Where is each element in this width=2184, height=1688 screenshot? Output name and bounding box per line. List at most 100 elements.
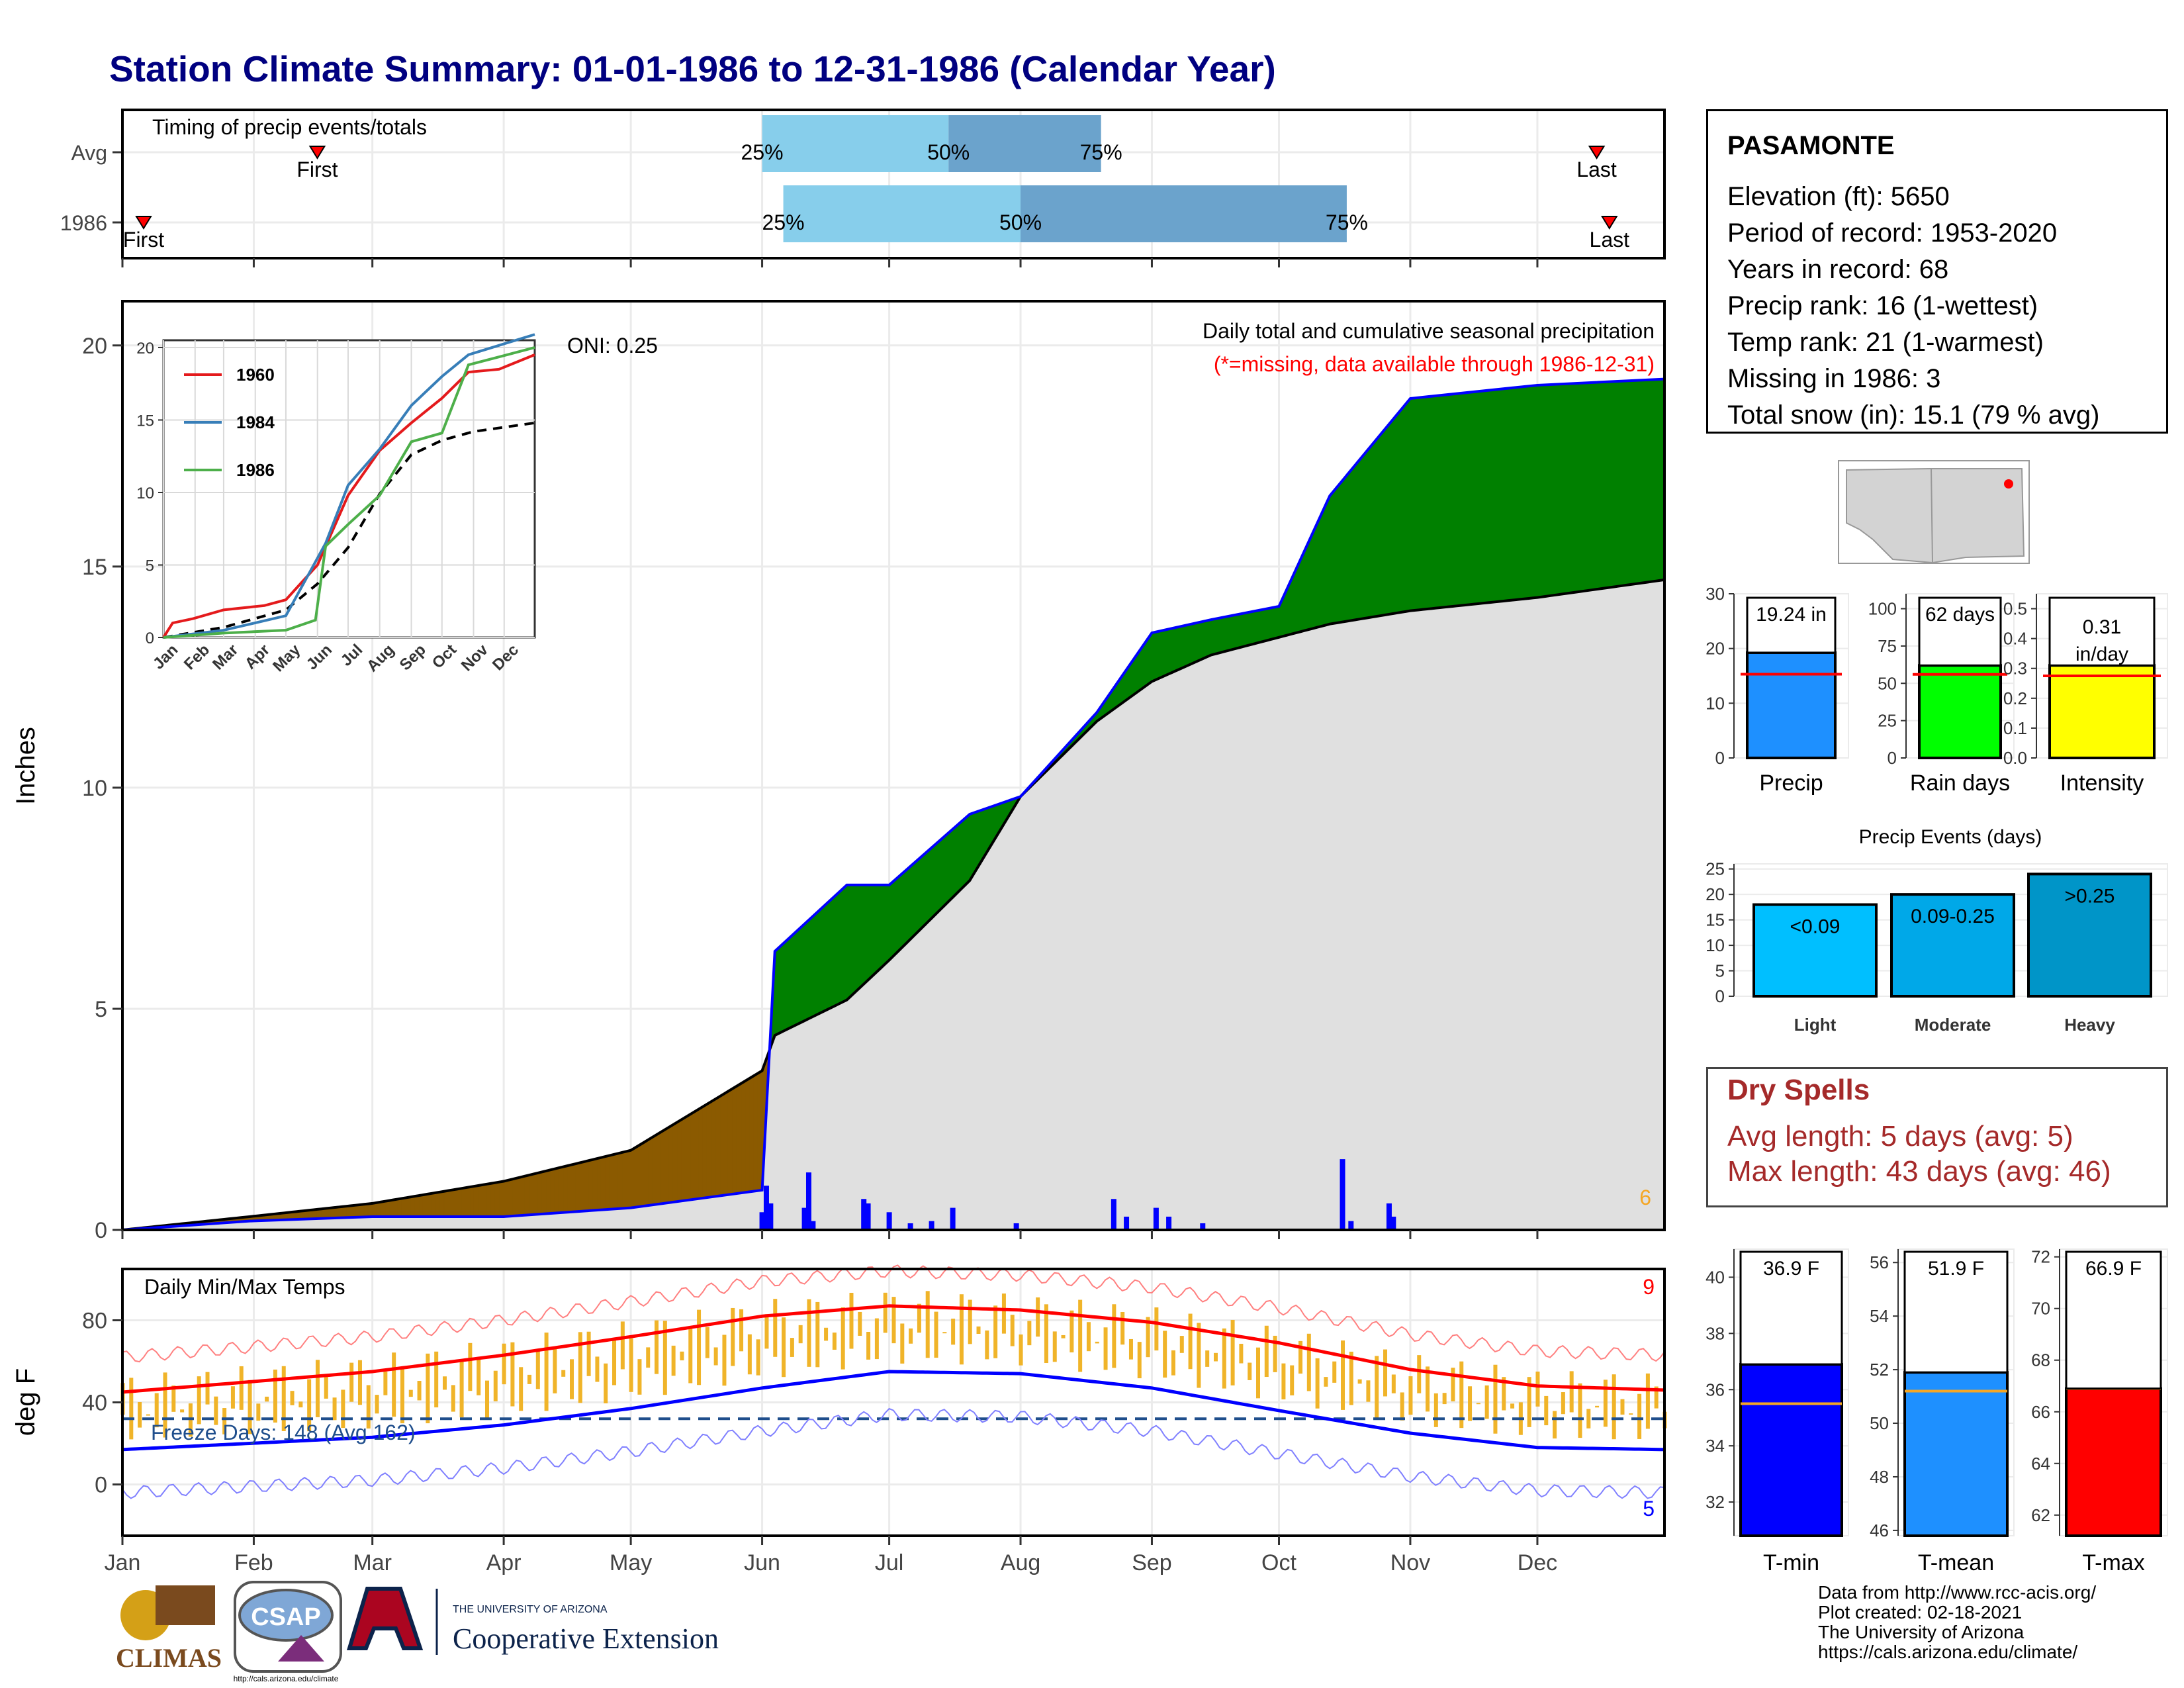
wet-anomaly-area [1214,617,1220,655]
summary-ytick-label: 0.0 [2003,748,2027,768]
timing-marker-label: Last [1576,158,1617,181]
daily-temp-bar [671,1345,676,1376]
daily-temp-bar [1197,1323,1201,1388]
daily-temp-bar [1137,1342,1142,1379]
precip-corner-count: 6 [1639,1186,1651,1209]
dry-anomaly-area [558,1166,564,1213]
daily-temp-bar [620,1321,625,1370]
daily-temp-bar [782,1317,786,1378]
daily-temp-bar [214,1396,218,1425]
summary-label-box [2048,596,2156,667]
temp-title: Daily Min/Max Temps [144,1275,345,1299]
daily-temp-bar [1281,1363,1286,1399]
events-ytick-label: 10 [1706,935,1725,955]
wet-anomaly-area [1549,384,1555,596]
daily-temp-bar [570,1359,574,1399]
wet-anomaly-area [1482,390,1487,604]
daily-temp-bar [858,1311,862,1336]
dry-anomaly-area [516,1176,522,1217]
wet-anomaly-area [1253,610,1258,645]
temp-summary-bar [2065,1387,2162,1538]
daily-temp-bar [1645,1373,1650,1429]
timing-marker [135,216,152,230]
dry-anomaly-area [427,1193,432,1217]
daily-temp-bar [942,1332,947,1334]
wet-anomaly-area [1562,383,1568,594]
events-ytick-label: 15 [1706,910,1725,930]
dry-anomaly-area [508,1178,513,1217]
daily-temp-bar [1375,1356,1379,1419]
inset-ytick-label: 20 [136,340,154,357]
summary-value-bar [2048,664,2156,760]
wet-anomaly-area [1236,613,1242,649]
temp-summary-ytick-label: 32 [1706,1492,1725,1512]
wet-anomaly-area [1219,616,1224,653]
dry-anomaly-area [668,1124,674,1203]
station-missing: Missing in 1986: 3 [1727,364,1941,393]
daily-temp-bar [713,1347,718,1366]
wet-anomaly-area [978,809,983,868]
wet-anomaly-area [1609,381,1614,588]
daily-temp-bar [1248,1362,1252,1380]
summary-ytick-label: 50 [1878,673,1897,693]
wet-anomaly-area [948,828,954,903]
wet-anomaly-area [939,835,945,911]
temp-summary-ytick-label: 68 [2031,1350,2050,1370]
precip-missing-note: (*=missing, data available through 1986-… [1214,352,1655,376]
event-bar-label: 0.09-0.25 [1911,906,1995,927]
daily-temp-bar [874,1318,879,1360]
precip-events-title: Precip Events (days) [1859,826,2042,848]
daily-temp-bar [307,1379,312,1432]
temp-summary-ytick-label: 52 [1870,1360,1889,1380]
daily-temp-bar [1103,1327,1108,1370]
daily-precip-bar [1348,1221,1354,1230]
month-label: Dec [1518,1550,1557,1575]
event-bar-label: >0.25 [2065,885,2115,907]
daily-temp-bar [662,1321,667,1395]
dry-anomaly-area [351,1205,356,1218]
temp-summary-ytick-label: 34 [1706,1436,1725,1456]
wet-anomaly-area [1448,393,1453,608]
wet-anomaly-area [1300,551,1305,633]
daily-temp-bar [1027,1321,1032,1346]
month-label: Nov [1390,1550,1430,1575]
dry-anomaly-area [367,1203,373,1217]
wet-anomaly-area [821,904,827,1013]
wet-anomaly-area [1630,380,1635,585]
events-ytick-label: 25 [1706,859,1725,879]
month-label: Jul [875,1550,903,1575]
wet-anomaly-area [1232,614,1237,650]
avg-cumulative-line [122,578,1665,1231]
dry-anomaly-area [397,1197,402,1217]
temp-summary-ytick-label: 38 [1706,1323,1725,1343]
dry-anomaly-area [664,1126,670,1204]
daily-temp-bar [790,1338,794,1357]
daily-temp-bar [315,1360,320,1417]
daily-temp-bar [1637,1393,1642,1439]
dry-anomaly-area [465,1186,471,1217]
daily-precip-bar [950,1207,956,1230]
footer-plot-created: Plot created: 02-18-2021 [1818,1602,2023,1622]
dry-anomaly-area [457,1188,462,1217]
daily-temp-bar [1561,1392,1565,1415]
oni-label: ONI: 0.25 [567,334,658,357]
dry-anomaly-area [388,1199,394,1217]
wet-anomaly-area [1498,388,1504,602]
inset-legend-label: 1984 [236,412,275,432]
daily-temp-bar [1620,1399,1625,1415]
wet-anomaly-area [1520,386,1525,600]
footer-university: The University of Arizona [1818,1622,2025,1642]
wet-anomaly-area [880,884,886,969]
daily-temp-bar [477,1358,481,1395]
timing-marker-label: Last [1590,228,1630,252]
daily-temp-bar [1426,1366,1430,1412]
dry-spells-max: Max length: 43 days (avg: 46) [1727,1155,2111,1188]
daily-temp-bar [1069,1310,1074,1353]
wet-anomaly-area [1414,397,1420,611]
dry-anomaly-area [431,1192,437,1217]
daily-temp-bar [705,1327,709,1358]
dry-anomaly-area [605,1154,610,1210]
timing-marker-label: First [296,158,338,181]
daily-temp-bar [205,1372,210,1405]
precip-ytick-label: 0 [95,1218,107,1243]
